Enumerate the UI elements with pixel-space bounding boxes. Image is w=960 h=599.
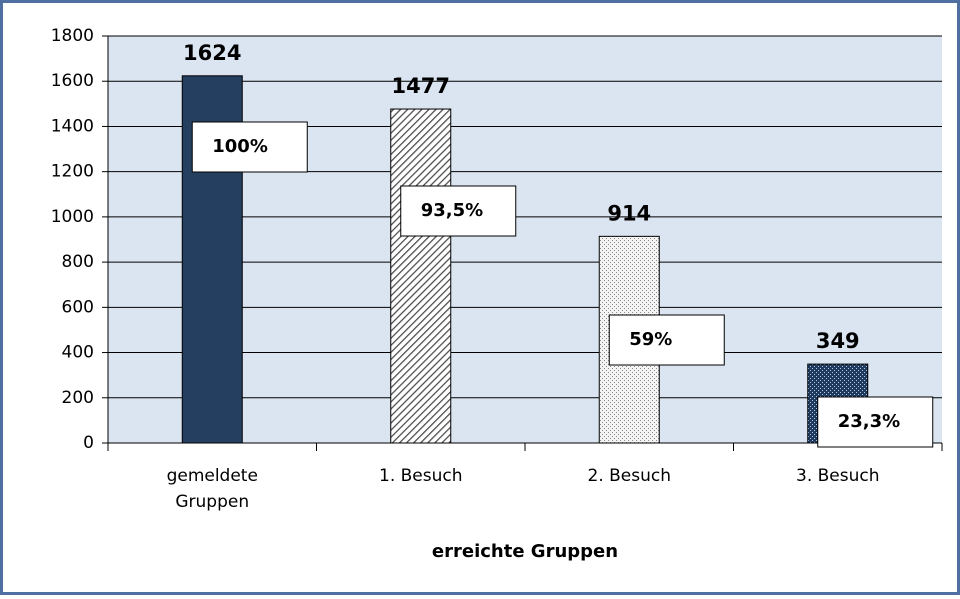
x-axis-title: erreichte Gruppen [432,541,618,562]
x-tick-label: 2. Besuch [587,466,672,486]
y-tick-label: 1800 [51,26,94,46]
x-tick-label: gemeldete Gruppen [166,466,258,512]
y-tick-label: 200 [62,388,94,408]
y-tick-label: 800 [62,252,94,272]
value-label: 914 [607,201,651,225]
x-tick-label: 3. Besuch [796,466,880,486]
bar [390,108,452,444]
percent-label: 100% [212,136,268,157]
value-label: 1624 [183,41,241,65]
x-tick-label: 1. Besuch [379,466,463,486]
percent-label: 59% [629,329,672,350]
percent-box [400,185,517,237]
x-label-box: 2. Besuch [587,466,672,486]
y-tick-label: 600 [62,297,94,317]
y-tick-label: 1600 [51,71,94,91]
x-label-box: 3. Besuch [796,466,880,486]
percent-label: 23,3% [838,411,900,432]
x-label-box: 1. Besuch [379,466,463,486]
y-tick-label: 1000 [51,207,94,227]
y-tick-label: 400 [62,343,94,363]
y-tick-label: 0 [83,433,94,453]
value-label: 349 [816,329,860,353]
plot-area [108,36,942,443]
y-tick-label: 1200 [51,162,94,182]
value-label: 1477 [392,74,450,98]
percent-box [817,396,934,448]
x-label-box: gemeldete Gruppen [166,466,258,512]
percent-label: 93,5% [421,200,483,221]
percent-box [191,121,308,173]
y-tick-label: 1400 [51,116,94,136]
percent-box [608,314,725,366]
